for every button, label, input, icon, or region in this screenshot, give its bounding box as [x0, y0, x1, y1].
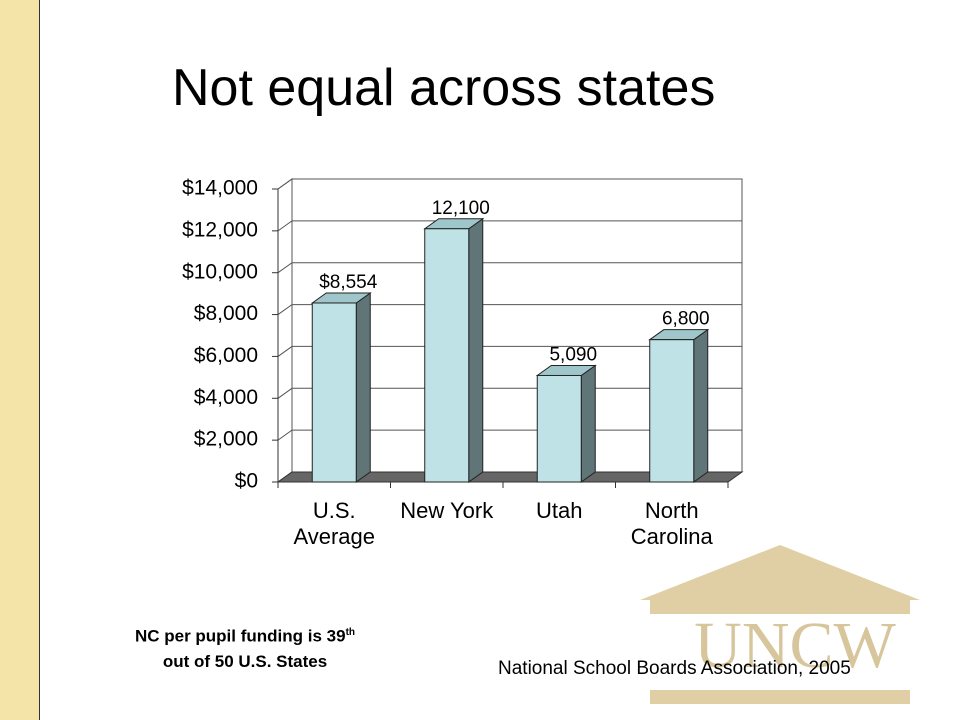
logo-base: [650, 690, 910, 704]
y-tick-label: $10,000: [182, 260, 258, 283]
y-tick-label: $4,000: [194, 386, 258, 409]
title: Not equal across states: [172, 59, 716, 117]
value-label: $8,554: [319, 272, 378, 293]
logo-roof: [640, 545, 920, 600]
bar: [649, 339, 695, 483]
x-tick-label: New York: [400, 498, 494, 523]
bar-side: [468, 217, 484, 483]
y-tick-label: $8,000: [194, 302, 258, 325]
grid-line: [277, 345, 742, 357]
bar-side: [693, 328, 709, 483]
x-tick-label: North Carolina: [630, 498, 713, 549]
y-tick-label: $12,000: [182, 218, 258, 241]
y-tick-label: $14,000: [182, 177, 258, 200]
bar-side: [355, 292, 371, 483]
bar: [311, 302, 357, 483]
x-tick-label: Utah: [536, 498, 583, 523]
note-superscript: th: [345, 627, 356, 638]
y-tick-label: $2,000: [194, 428, 258, 451]
side-strip: [0, 0, 40, 720]
grid-line: [277, 178, 742, 190]
source: National School Boards Association, 2005: [498, 658, 851, 679]
side-wall: [277, 178, 293, 483]
logo-beam: [650, 600, 910, 614]
value-label: 6,800: [662, 309, 710, 330]
y-tick-label: $0: [235, 470, 258, 493]
y-tick-label: $6,000: [194, 344, 258, 367]
bar: [536, 374, 582, 483]
note-text: NC per pupil funding is 39: [134, 626, 346, 646]
value-label: 5,090: [549, 344, 597, 365]
note-text2: out of 50 U.S. States: [162, 651, 328, 671]
grid-line: [277, 220, 742, 232]
logo: UNCW: [640, 545, 920, 704]
logo-text: UNCW: [694, 609, 896, 682]
grid-line: [277, 262, 742, 274]
x-tick-label: U.S. Average: [293, 498, 376, 549]
value-label: 12,100: [432, 198, 490, 219]
note: NC per pupil funding is 39th out of 50 U.…: [60, 620, 430, 674]
bar: [424, 228, 470, 483]
bar-side: [580, 364, 596, 483]
grid-line: [277, 304, 742, 315]
